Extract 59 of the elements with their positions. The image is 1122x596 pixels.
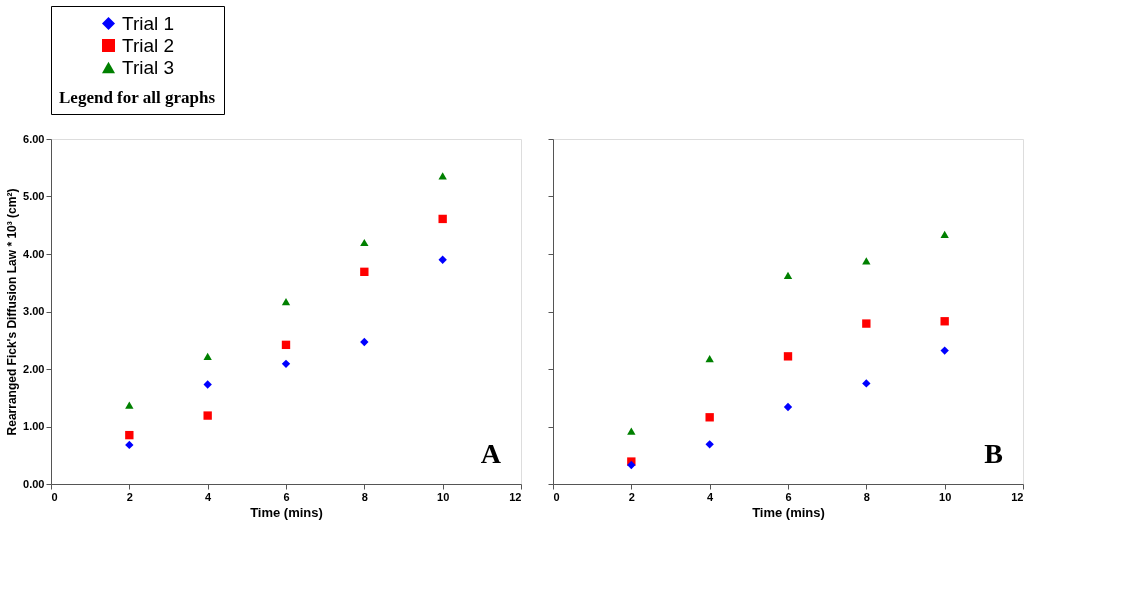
- point: [281, 340, 291, 350]
- point: [940, 346, 949, 355]
- x-tick-label: 2: [628, 490, 635, 503]
- point: [125, 430, 134, 440]
- x-tick-label: 10: [939, 490, 952, 503]
- x-tick-label: 12: [509, 490, 522, 503]
- x-tick-label: 10: [437, 490, 450, 503]
- point: [783, 271, 793, 279]
- point: [360, 267, 369, 277]
- legend-title: Legend for all graphs: [58, 88, 216, 107]
- point: [125, 401, 134, 409]
- point: [940, 317, 949, 326]
- x-tick-label: 0: [553, 490, 560, 503]
- point: [281, 298, 291, 306]
- point: [125, 440, 134, 450]
- y-tick-label: 2.00: [23, 362, 45, 375]
- y-tick-label: 6.00: [23, 132, 45, 145]
- x-tick-label: 12: [1011, 490, 1024, 503]
- y-tick-label: 4.00: [23, 247, 45, 260]
- y-tick-label: 5.00: [23, 190, 45, 202]
- x-tick-label: 4: [707, 490, 715, 503]
- x-axis-title: Time (mins): [250, 504, 323, 520]
- point: [360, 337, 369, 347]
- point: [940, 230, 949, 239]
- point: [281, 359, 291, 369]
- point: [783, 352, 793, 361]
- point: [360, 238, 369, 247]
- point: [862, 319, 871, 328]
- point: [438, 255, 447, 264]
- point: [862, 257, 871, 265]
- x-tick-label: 0: [51, 490, 58, 503]
- x-tick-label: 2: [126, 490, 133, 503]
- annotation: A: [480, 438, 502, 469]
- point: [627, 460, 636, 470]
- point: [705, 355, 714, 363]
- point: [438, 172, 447, 180]
- annotation: B: [984, 438, 1003, 469]
- x-tick-label: 6: [785, 490, 792, 503]
- point: [862, 379, 871, 388]
- point: [783, 402, 793, 412]
- x-tick-label: 4: [205, 490, 213, 503]
- legend-label: Trial 1: [122, 12, 175, 34]
- x-axis-title: Time (mins): [752, 504, 825, 520]
- x-tick-label: 8: [863, 490, 870, 503]
- point: [203, 380, 212, 389]
- y-tick-label: 1.00: [23, 420, 45, 432]
- x-tick-label: 8: [361, 490, 368, 503]
- legend-label: Trial 3: [122, 56, 175, 78]
- y-axis-title: Rearranged Fick's Diffusion Law * 10³ (cm²): [5, 188, 20, 436]
- point: [438, 214, 447, 224]
- point: [705, 413, 714, 422]
- point: [203, 411, 212, 420]
- point: [705, 440, 714, 449]
- x-tick-label: 6: [283, 490, 290, 503]
- y-tick-label: 3.00: [23, 305, 45, 317]
- point: [203, 352, 212, 360]
- legend-label: Trial 2: [122, 34, 175, 56]
- point: [627, 427, 636, 435]
- y-tick-label: 0.00: [23, 477, 45, 490]
